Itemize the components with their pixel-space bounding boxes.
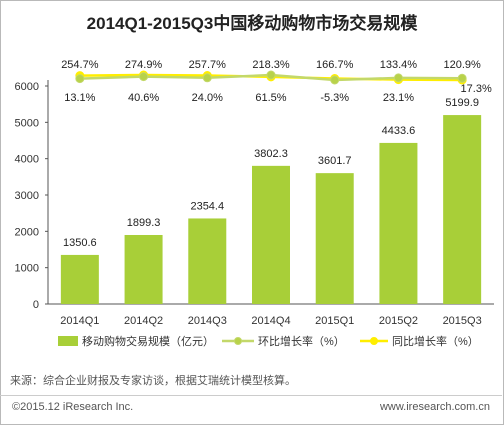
qoq-growth-label: 13.1% xyxy=(64,92,95,104)
legend-group: 移动购物交易规模（亿元） 环比增长率（%） 同比增长率（%） xyxy=(58,334,479,348)
yoy-growth-label: 120.9% xyxy=(443,59,481,71)
legend-bar-label: 移动购物交易规模（亿元） xyxy=(82,334,214,348)
yoy-growth-label: 257.7% xyxy=(189,59,227,71)
y-tick-label: 2000 xyxy=(15,226,39,238)
bar xyxy=(252,165,290,304)
x-tick-label: 2014Q1 xyxy=(60,315,99,327)
x-tick-label: 2015Q1 xyxy=(315,315,354,327)
y-tick-label: 6000 xyxy=(15,81,39,93)
qoq-growth-point xyxy=(266,70,276,80)
qoq-growth-label: 40.6% xyxy=(128,92,159,104)
qoq-growth-label: -5.3% xyxy=(320,92,349,104)
qoq-growth-point xyxy=(457,73,467,83)
bar-value-label: 5199.9 xyxy=(445,97,479,109)
legend-qoq-label: 环比增长率（%） xyxy=(258,334,345,348)
bar-value-label: 1350.6 xyxy=(63,237,97,249)
y-tick-label: 4000 xyxy=(15,154,39,166)
copyright-text: ©2015.12 iResearch Inc. xyxy=(12,401,134,413)
qoq-growth-label: 23.1% xyxy=(383,92,414,104)
bar xyxy=(188,218,227,304)
yoy-growth-label: 254.7% xyxy=(61,59,99,71)
x-tick-label: 2014Q3 xyxy=(188,315,227,327)
qoq-growth-point xyxy=(393,73,403,83)
chart-title: 2014Q1-2015Q3中国移动购物市场交易规模 xyxy=(86,14,418,33)
bar xyxy=(443,115,482,304)
qoq-growth-point xyxy=(75,74,85,84)
website-link[interactable]: www.iresearch.com.cn xyxy=(379,401,490,413)
y-tick-label: 0 xyxy=(33,299,39,311)
bar-value-label: 3601.7 xyxy=(318,155,352,167)
labels-group: 1350.6 1899.3 2354.4 3802.3 3601.7 4433.6 5199… xyxy=(61,59,492,249)
lines-group xyxy=(75,70,467,85)
bars-group xyxy=(60,115,482,304)
qoq-growth-label: 61.5% xyxy=(255,92,286,104)
y-tick-label: 3000 xyxy=(15,190,39,202)
qoq-growth-point xyxy=(139,72,149,82)
bar xyxy=(315,173,354,304)
y-tick-label: 5000 xyxy=(15,117,39,129)
x-tick-label: 2015Q2 xyxy=(379,315,418,327)
x-tick-label: 2014Q2 xyxy=(124,315,163,327)
yoy-growth-label: 218.3% xyxy=(252,59,290,71)
bar-value-label: 2354.4 xyxy=(190,200,224,212)
bar xyxy=(60,254,99,304)
qoq-growth-label: 24.0% xyxy=(192,92,223,104)
qoq-growth-point xyxy=(202,73,212,83)
x-tick-label: 2014Q4 xyxy=(251,315,290,327)
yoy-growth-label: 274.9% xyxy=(125,59,163,71)
bar-value-label: 1899.3 xyxy=(127,217,161,229)
y-tick-label: 1000 xyxy=(15,263,39,275)
legend-yoy-marker xyxy=(370,337,378,345)
qoq-growth-point xyxy=(330,75,340,85)
bar-value-label: 3802.3 xyxy=(254,148,288,160)
legend-qoq-marker xyxy=(234,337,242,345)
x-tick-label: 2015Q3 xyxy=(443,315,482,327)
qoq-growth-label: 17.3% xyxy=(461,83,492,95)
bar-value-label: 4433.6 xyxy=(382,125,416,137)
legend-bar-swatch xyxy=(58,336,78,346)
bar xyxy=(124,234,163,304)
axes-group: 0 1000 2000 3000 4000 5000 6000 2014Q1 2014Q2 201… xyxy=(15,80,494,327)
footer-divider xyxy=(0,395,502,396)
bar xyxy=(379,142,418,304)
source-note: 来源：综合企业财报及专家访谈，根据艾瑞统计模型核算。 xyxy=(10,375,296,387)
yoy-growth-label: 133.4% xyxy=(380,59,418,71)
yoy-growth-label: 166.7% xyxy=(316,59,354,71)
legend-yoy-label: 同比增长率（%） xyxy=(392,334,479,348)
